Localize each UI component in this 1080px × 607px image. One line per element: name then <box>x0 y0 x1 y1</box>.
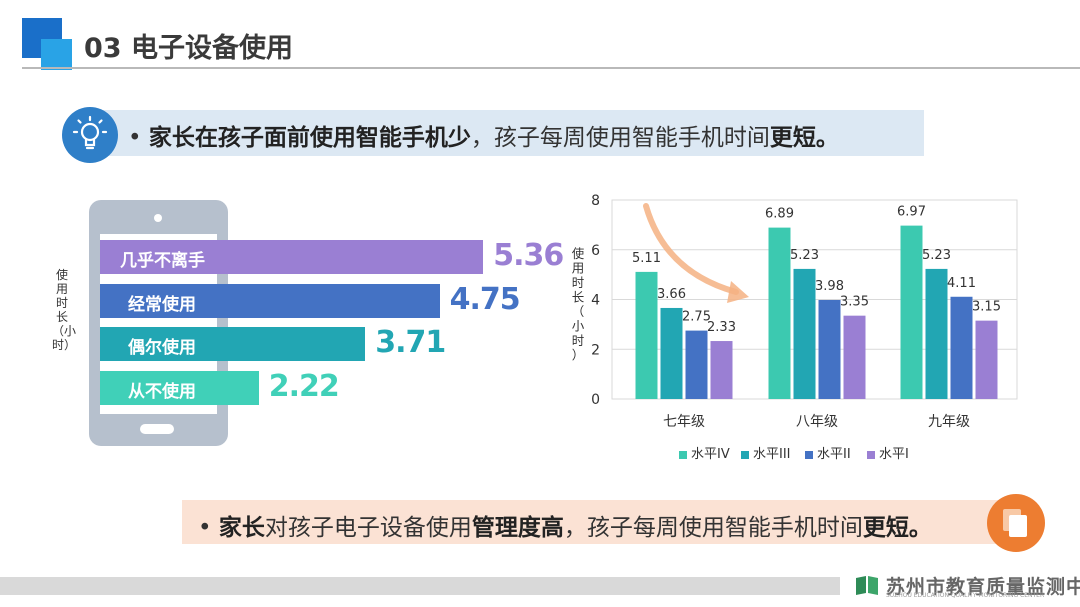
section-title: 03 电子设备使用 <box>84 33 293 64</box>
header-divider <box>22 67 1080 69</box>
phone-bar-value: 3.71 <box>375 325 446 360</box>
bar <box>768 227 791 399</box>
y-axis-label-char: 时 <box>572 275 585 290</box>
bar <box>660 307 683 399</box>
statement-top-bullet: • <box>128 125 149 151</box>
statement-top: • 家长在孩子面前使用智能手机少，孩子每周使用智能手机时间更短。 <box>128 118 839 152</box>
legend-label: 水平I <box>879 447 909 462</box>
data-label: 5.23 <box>790 248 819 263</box>
bar <box>793 268 816 399</box>
statement-bottom-bold-2: 管理度高 <box>471 515 564 541</box>
legend-swatch <box>867 450 875 459</box>
statement-bottom-bold-3: 更短。 <box>862 515 932 541</box>
data-label: 6.89 <box>765 207 794 222</box>
data-label: 5.11 <box>632 251 661 266</box>
legend-item: 水平IV <box>679 443 730 462</box>
org-name: 苏州市教育质量监测中心 <box>886 576 1080 598</box>
statement-top-bold-1: 家长在孩子面前使用智能手机少 <box>148 125 471 151</box>
y-axis-label-char: 长 <box>572 290 585 305</box>
data-label: 4.11 <box>947 276 976 291</box>
footer-bar <box>0 577 840 595</box>
phone-bar-value: 4.75 <box>449 281 521 317</box>
x-tick-label: 八年级 <box>796 414 838 430</box>
legend-item: 水平III <box>741 443 791 462</box>
legend-swatch <box>741 450 749 459</box>
legend-item: 水平I <box>867 443 909 462</box>
x-tick-label: 七年级 <box>663 414 705 430</box>
phone-chart-ylabel: 使用时长（小时） <box>52 268 77 352</box>
legend-label: 水平IV <box>691 447 730 462</box>
bar <box>685 330 708 399</box>
header-square-light <box>41 39 72 70</box>
legend-item: 水平II <box>805 443 851 462</box>
documents-icon <box>987 494 1045 552</box>
y-tick-label: 8 <box>591 193 600 209</box>
phone-home-button-icon <box>140 424 174 434</box>
phone-bar-value: 5.36 <box>493 238 564 273</box>
y-tick-label: 2 <box>591 342 600 358</box>
data-label: 5.23 <box>922 248 951 263</box>
phone-bar-label: 偶尔使用 <box>128 338 196 358</box>
org-name-english: SUZHOU EDUCATION QUALITY MONITORING CENT… <box>886 592 1045 599</box>
bar <box>900 225 923 399</box>
legend-swatch <box>805 450 813 459</box>
y-tick-label: 0 <box>591 392 600 408</box>
trend-arrow-head-icon <box>727 281 749 303</box>
data-label: 3.35 <box>840 295 869 310</box>
phone-bar-value: 2.22 <box>268 368 340 404</box>
bar <box>710 341 733 399</box>
legend-swatch <box>679 450 687 459</box>
phone-bar-label: 经常使用 <box>128 294 196 315</box>
y-tick-label: 4 <box>591 293 600 309</box>
statement-top-band <box>90 110 924 156</box>
bar <box>818 299 841 399</box>
statement-bottom-band <box>182 500 1012 544</box>
book-logo-icon <box>854 574 880 600</box>
data-label: 6.97 <box>897 205 926 220</box>
x-tick-label: 九年级 <box>928 414 970 430</box>
bar <box>950 296 973 399</box>
data-label: 2.33 <box>707 320 736 335</box>
bar <box>925 268 948 399</box>
phone-bar <box>100 370 259 405</box>
bar <box>635 271 658 399</box>
data-label: 2.75 <box>682 310 711 325</box>
trend-arrow-icon <box>643 203 739 295</box>
statement-top-bold-2: 更短。 <box>769 125 839 151</box>
bar <box>843 315 866 399</box>
statement-bottom-bold-1: 家长 <box>218 515 265 541</box>
statement-bottom-normal-1: 对孩子电子设备使用 <box>264 515 472 541</box>
y-axis-label-char: 时 <box>572 333 585 348</box>
statement-bottom-bullet: • <box>198 515 219 541</box>
phone-bar-label: 从不使用 <box>128 381 196 402</box>
legend-label: 水平II <box>817 447 851 462</box>
data-label: 3.66 <box>657 287 686 302</box>
data-label: 3.98 <box>815 279 844 294</box>
lightbulb-icon <box>62 107 118 163</box>
phone-camera-icon <box>154 214 162 222</box>
phone-bar-label: 几乎不离手 <box>120 251 205 271</box>
phone-bar <box>100 283 440 318</box>
y-axis-label-char: ） <box>572 348 585 363</box>
y-axis-label-char: 使 <box>572 246 585 261</box>
phone-bar <box>100 240 484 274</box>
phone-bar <box>100 327 366 361</box>
bar <box>975 320 998 399</box>
y-axis-label-char: 用 <box>572 261 585 276</box>
y-tick-label: 6 <box>591 243 600 259</box>
y-axis-label-char: 小 <box>572 319 585 334</box>
statement-bottom-normal-2: ，孩子每周使用智能手机时间 <box>563 515 863 541</box>
data-label: 3.15 <box>972 300 1001 315</box>
legend-label: 水平III <box>753 447 791 462</box>
statement-bottom: • 家长对孩子电子设备使用管理度高，孩子每周使用智能手机时间更短。 <box>198 508 932 542</box>
statement-top-normal: ，孩子每周使用智能手机时间 <box>470 125 770 151</box>
y-axis-label-char: （ <box>572 304 585 319</box>
